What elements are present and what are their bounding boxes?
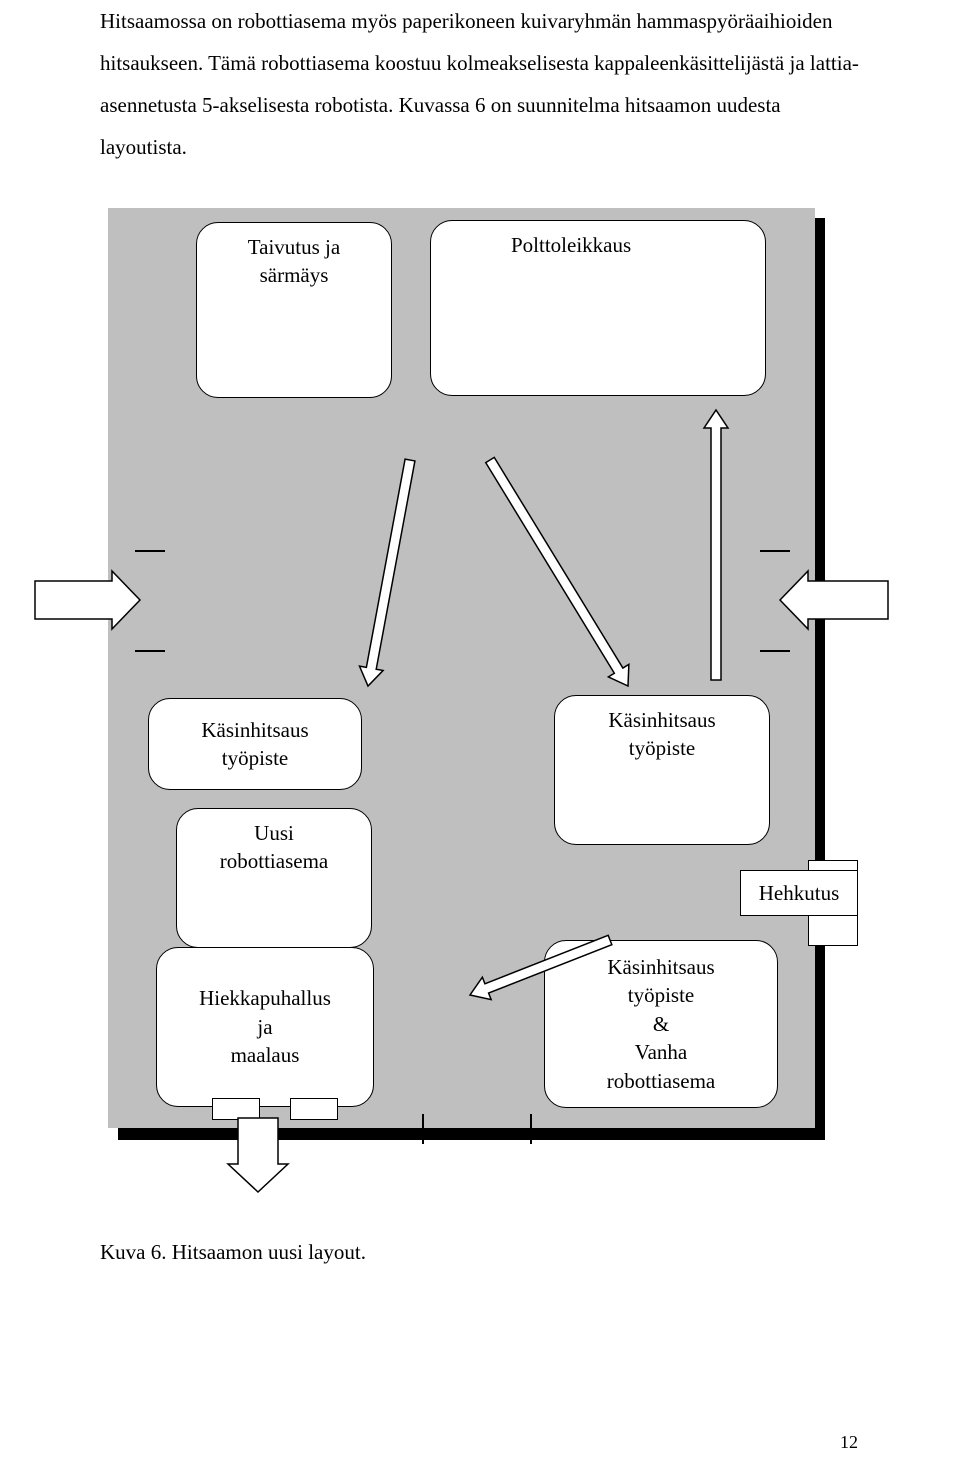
figure-caption: Kuva 6. Hitsaamon uusi layout. [100,1240,860,1265]
arrow-to-kasin3 [470,935,612,999]
paragraph: Hitsaamossa on robottiasema myös paperik… [100,0,860,168]
arrows-layer [100,200,860,1200]
arrow-up-poltto [704,410,728,680]
layout-diagram: Taivutus jasärmäys Polttoleikkaus Käsinh… [100,200,860,1190]
arrow-right-in [780,571,888,629]
arrow-down-out [228,1118,288,1192]
arrow-left-in [35,571,140,629]
page: Hitsaamossa on robottiasema myös paperik… [0,0,960,1305]
arrow-to-kasin1 [359,459,414,686]
page-number: 12 [840,1432,858,1453]
arrow-to-kasin2 [486,457,629,686]
